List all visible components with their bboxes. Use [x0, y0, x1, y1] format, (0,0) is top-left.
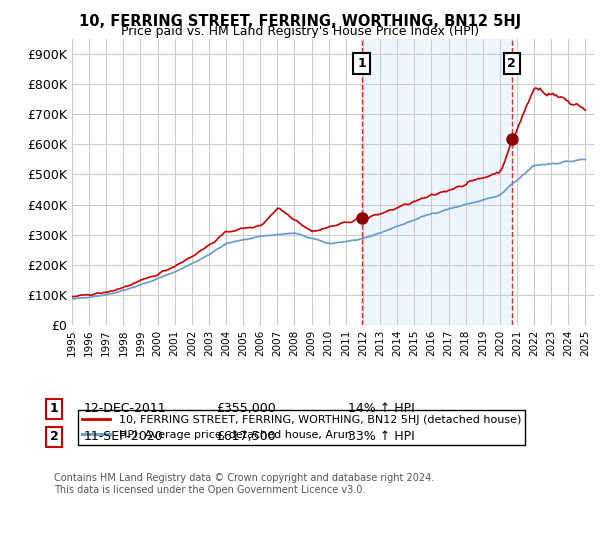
Text: Contains HM Land Registry data © Crown copyright and database right 2024.
This d: Contains HM Land Registry data © Crown c… [54, 473, 434, 495]
Text: £355,000: £355,000 [216, 402, 276, 416]
Legend: 10, FERRING STREET, FERRING, WORTHING, BN12 5HJ (detached house), HPI: Average p: 10, FERRING STREET, FERRING, WORTHING, B… [77, 410, 526, 445]
Text: 12-DEC-2011: 12-DEC-2011 [84, 402, 167, 416]
Text: 10, FERRING STREET, FERRING, WORTHING, BN12 5HJ: 10, FERRING STREET, FERRING, WORTHING, B… [79, 14, 521, 29]
Text: 2: 2 [50, 430, 58, 444]
Text: 33% ↑ HPI: 33% ↑ HPI [348, 430, 415, 444]
Text: £617,500: £617,500 [216, 430, 275, 444]
Text: 1: 1 [357, 57, 366, 70]
Text: 1: 1 [50, 402, 58, 416]
Text: 2: 2 [508, 57, 516, 70]
Text: Price paid vs. HM Land Registry's House Price Index (HPI): Price paid vs. HM Land Registry's House … [121, 25, 479, 38]
Bar [362, 39, 512, 325]
Text: 14% ↑ HPI: 14% ↑ HPI [348, 402, 415, 416]
Text: 11-SEP-2020: 11-SEP-2020 [84, 430, 164, 444]
